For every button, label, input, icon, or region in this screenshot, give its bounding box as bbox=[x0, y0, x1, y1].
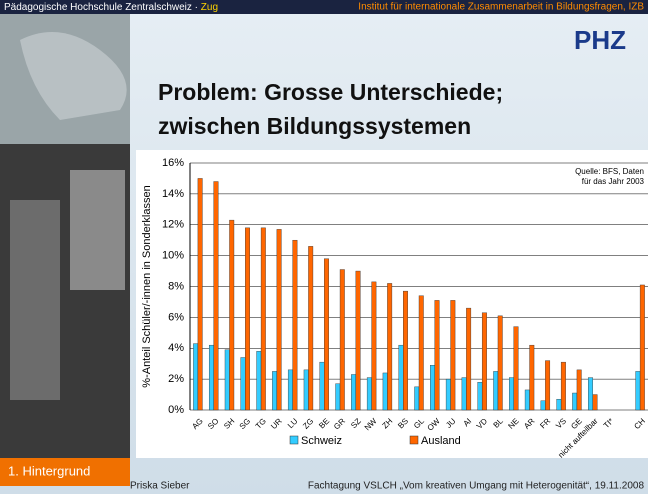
bar bbox=[287, 369, 293, 411]
map-shape bbox=[20, 32, 127, 120]
bar bbox=[540, 400, 546, 411]
bar bbox=[292, 239, 298, 411]
y-tick-label: 2% bbox=[168, 373, 184, 385]
bar bbox=[351, 374, 357, 411]
bar bbox=[450, 300, 456, 411]
bar bbox=[430, 365, 435, 411]
bar bbox=[240, 357, 246, 411]
y-tick-label: 8% bbox=[168, 280, 184, 292]
bar bbox=[509, 377, 514, 411]
y-tick-label: 10% bbox=[162, 250, 184, 262]
bar bbox=[213, 181, 219, 411]
title-line: zwischen Bildungssystemen bbox=[158, 113, 471, 139]
bar bbox=[445, 378, 451, 411]
bar bbox=[461, 377, 467, 411]
header-bar bbox=[0, 0, 648, 14]
bar bbox=[245, 227, 250, 411]
bar bbox=[398, 344, 404, 411]
footer-event: Fachtagung VSLCH „Vom kreativen Umgang m… bbox=[308, 481, 645, 492]
bar bbox=[303, 369, 309, 411]
bar bbox=[493, 371, 499, 411]
source-note: Quelle: BFS, Daten bbox=[575, 167, 644, 176]
legend-label: Schweiz bbox=[301, 435, 342, 447]
bar bbox=[418, 295, 424, 411]
bar bbox=[576, 369, 582, 411]
section-label: 1. Hintergrund bbox=[8, 463, 90, 478]
bar bbox=[355, 270, 361, 411]
bar bbox=[387, 283, 393, 411]
bar bbox=[434, 300, 440, 411]
source-note: für das Jahr 2003 bbox=[582, 177, 645, 186]
bar bbox=[335, 383, 341, 411]
y-tick-label: 4% bbox=[168, 342, 184, 354]
bar bbox=[524, 389, 530, 411]
bar bbox=[477, 382, 483, 411]
bar bbox=[466, 307, 472, 411]
bar bbox=[366, 377, 372, 411]
bar bbox=[229, 219, 235, 411]
bar bbox=[556, 398, 562, 411]
bar bbox=[197, 178, 203, 411]
bar bbox=[588, 377, 593, 411]
photo-detail bbox=[10, 200, 60, 400]
bar bbox=[414, 386, 420, 411]
bar bbox=[276, 229, 282, 411]
bar bbox=[260, 227, 266, 411]
header-highlight: Zug bbox=[201, 2, 218, 13]
footer-author: Priska Sieber bbox=[130, 481, 190, 492]
bar bbox=[497, 315, 503, 411]
bar bbox=[371, 281, 377, 411]
header-right: Institut für internationale Zusammenarbe… bbox=[358, 2, 644, 13]
legend-swatch bbox=[409, 435, 419, 445]
bar bbox=[481, 312, 487, 411]
bar bbox=[339, 269, 345, 411]
y-tick-label: 0% bbox=[168, 404, 184, 416]
y-tick-label: 6% bbox=[168, 311, 184, 323]
bar bbox=[560, 361, 566, 411]
bar bbox=[224, 349, 230, 411]
legend-label: Ausland bbox=[421, 435, 461, 447]
bar bbox=[572, 392, 578, 411]
photo-detail bbox=[70, 170, 125, 290]
bar bbox=[639, 284, 645, 411]
y-tick-label: 12% bbox=[162, 219, 184, 231]
bar bbox=[403, 290, 408, 411]
bar bbox=[545, 360, 551, 411]
y-tick-label: 16% bbox=[162, 157, 184, 169]
bar bbox=[592, 394, 598, 411]
bar bbox=[382, 372, 388, 411]
legend-swatch bbox=[289, 435, 299, 445]
bar bbox=[256, 351, 262, 411]
bar bbox=[635, 371, 641, 411]
bar bbox=[513, 326, 519, 411]
bar bbox=[193, 343, 199, 411]
bar bbox=[308, 246, 314, 411]
header-left-text: Pädagogische Hochschule Zentralschweiz · bbox=[4, 2, 198, 13]
bar bbox=[324, 258, 329, 411]
logo: PHZ bbox=[574, 25, 626, 55]
y-axis-label: %-Anteil Schüler/-innen in Sonderklassen bbox=[141, 185, 153, 387]
bar bbox=[319, 361, 325, 411]
bar bbox=[272, 371, 278, 411]
x-tick-label: AI bbox=[462, 417, 474, 429]
header-left: Pädagogische Hochschule Zentralschweiz ·… bbox=[4, 2, 218, 13]
title-line: Problem: Grosse Unterschiede; bbox=[158, 79, 503, 105]
y-tick-label: 14% bbox=[162, 188, 184, 200]
bar bbox=[208, 344, 214, 411]
bar bbox=[529, 344, 535, 411]
section-box bbox=[0, 458, 130, 486]
